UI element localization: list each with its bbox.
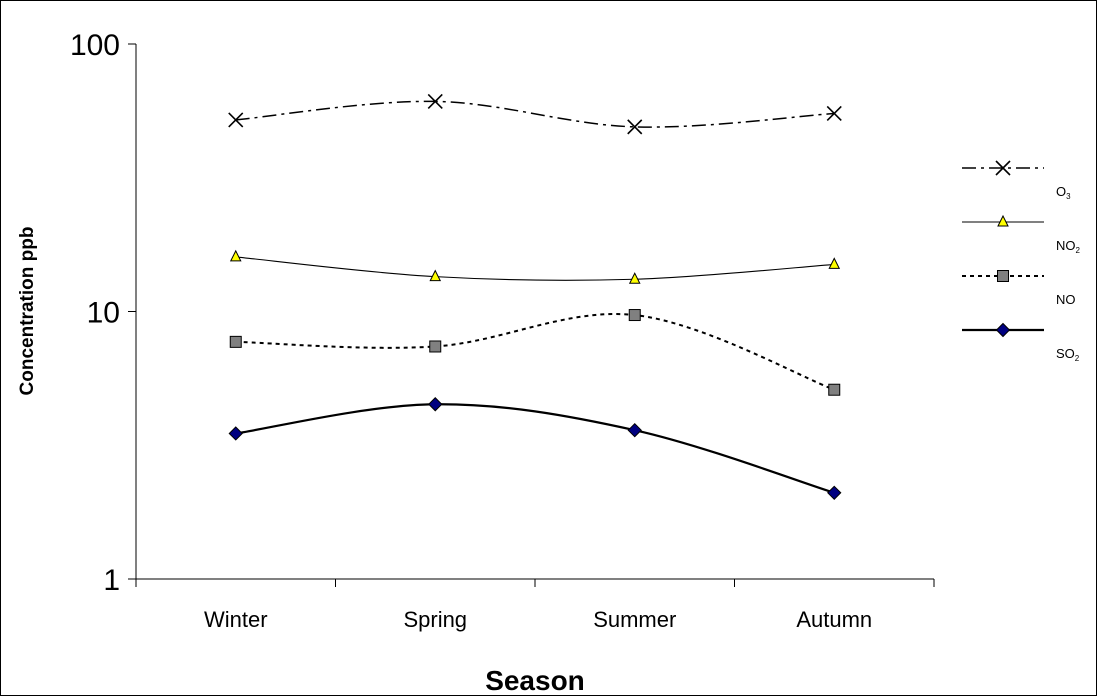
data-point-marker <box>627 119 643 135</box>
series-line <box>235 100 835 128</box>
legend-label: NO <box>1056 292 1076 307</box>
x-tick-label: Autumn <box>796 607 872 632</box>
series-line <box>235 256 835 281</box>
x-axis-title: Season <box>485 665 585 696</box>
data-point-marker <box>828 257 841 269</box>
legend-label-subscript: 2 <box>1075 354 1080 363</box>
data-point-marker <box>628 309 641 322</box>
series-layer <box>228 93 842 501</box>
legend-entry: O3 <box>962 160 1071 201</box>
data-point-marker <box>429 269 442 282</box>
y-tick-label: 10 <box>87 297 120 330</box>
series-0 <box>228 93 842 135</box>
legend-label-subscript: 2 <box>1076 246 1081 255</box>
legend-marker <box>995 160 1011 176</box>
data-point-marker <box>826 105 842 122</box>
y-tick-label: 1 <box>103 564 120 597</box>
legend-label-text: NO <box>1056 292 1076 307</box>
series-line <box>235 403 835 494</box>
legend-marker <box>997 214 1009 227</box>
series-3 <box>228 397 842 501</box>
legend-label-subscript: 3 <box>1066 192 1071 201</box>
legend-label: O3 <box>1056 184 1071 201</box>
legend-marker <box>995 322 1011 338</box>
legend-marker <box>997 270 1009 282</box>
y-ticks: 1 10 100 <box>70 29 136 597</box>
x-tick-label: Spring <box>403 607 467 632</box>
data-point-marker <box>627 422 642 438</box>
data-point-marker <box>628 272 641 284</box>
series-line <box>235 313 835 391</box>
data-point-marker <box>828 383 841 396</box>
x-ticks: Winter Spring Summer Autumn <box>135 579 935 632</box>
data-point-marker <box>429 340 442 353</box>
data-point-marker <box>427 93 443 109</box>
x-tick-label: Summer <box>593 607 676 632</box>
series-1 <box>229 249 841 284</box>
data-point-marker <box>827 485 842 501</box>
legend-label-text: SO <box>1056 346 1075 361</box>
legend-label-text: O <box>1056 184 1066 199</box>
x-tick-label: Winter <box>204 607 268 632</box>
y-axis-title: Concentration ppb <box>17 227 38 396</box>
data-point-marker <box>228 426 243 441</box>
data-point-marker <box>229 335 242 348</box>
legend-entry: NO <box>962 270 1076 307</box>
legend-entry: SO2 <box>962 322 1080 363</box>
data-point-marker <box>428 397 443 412</box>
legend-label: NO2 <box>1056 238 1081 255</box>
data-point-marker <box>229 249 242 262</box>
y-tick-label: 100 <box>70 29 120 62</box>
series-2 <box>229 309 841 396</box>
legend-label: SO2 <box>1056 346 1080 363</box>
data-point-marker <box>228 112 244 128</box>
legend-label-text: NO <box>1056 238 1076 253</box>
legend-entry: NO2 <box>962 214 1081 255</box>
axes <box>135 44 934 580</box>
